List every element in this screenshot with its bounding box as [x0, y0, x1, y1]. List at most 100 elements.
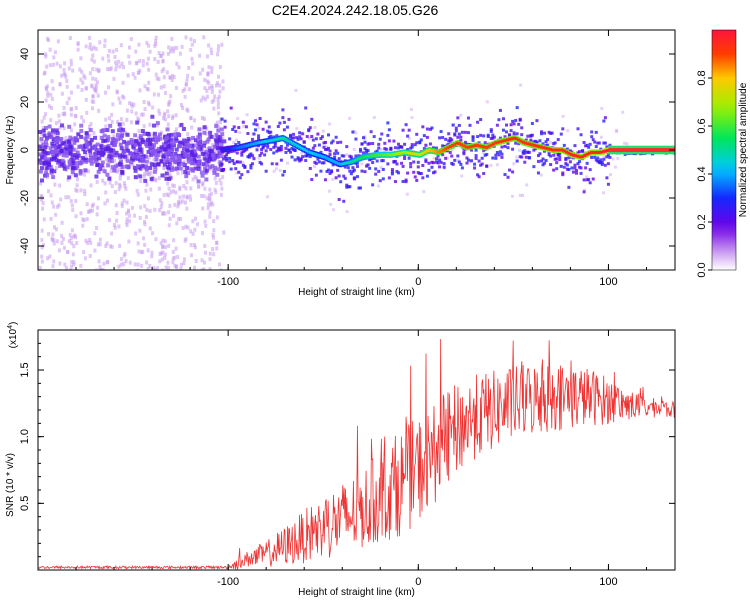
ridge-halo-cell [410, 143, 414, 147]
ridge-core-cell [437, 150, 441, 154]
noise-cell [88, 45, 92, 50]
noise-cell [215, 81, 219, 86]
noise-cell [174, 113, 178, 118]
noise-cell [140, 263, 144, 268]
ridge-halo-cell [491, 156, 495, 160]
ridge-halo-cell [298, 131, 302, 135]
noise-cell [70, 166, 75, 171]
noise-cell [70, 259, 74, 264]
ridge-halo-cell [223, 155, 227, 159]
ridge-halo-cell [549, 154, 553, 158]
ridge-halo-cell [355, 164, 359, 168]
ridge-halo-cell [578, 150, 582, 154]
noise-cell [172, 46, 176, 51]
noise-cell [138, 174, 143, 179]
ridge-core-cell [245, 144, 249, 148]
ridge-halo-cell [279, 144, 283, 148]
noise-cell [192, 148, 197, 153]
ridge-halo-cell [266, 143, 270, 147]
noise-cell [49, 216, 53, 221]
noise-cell [182, 138, 187, 143]
noise-cell [204, 223, 208, 228]
noise-cell [171, 260, 175, 265]
ridge-halo-cell [220, 162, 224, 166]
ridge-halo-cell [404, 180, 408, 184]
noise-cell [62, 126, 66, 131]
noise-cell [190, 56, 194, 61]
noise-cell [352, 147, 356, 151]
noise-cell [80, 155, 85, 160]
noise-cell [133, 262, 137, 267]
noise-cell [175, 131, 180, 136]
ridge-halo-cell [275, 162, 279, 166]
noise-cell [39, 181, 43, 186]
ridge-halo-cell [483, 153, 487, 157]
ridge-halo-cell [334, 176, 338, 180]
ridge-halo-cell [603, 116, 607, 120]
ridge-halo-cell [527, 156, 531, 160]
noise-cell [135, 268, 139, 270]
noise-cell [167, 186, 171, 191]
ridge-halo-cell [254, 128, 258, 132]
noise-cell [136, 192, 140, 197]
noise-cell [159, 159, 164, 164]
noise-cell [163, 173, 167, 178]
ridge-halo-cell [287, 148, 291, 152]
ridge-core-cell [382, 153, 386, 157]
noise-cell [166, 260, 170, 265]
ridge-halo-cell [322, 141, 326, 145]
ridge-core-cell [432, 149, 436, 153]
noise-cell [163, 255, 167, 260]
noise-cell [140, 138, 145, 143]
noise-cell [145, 40, 149, 45]
ridge-halo-cell [425, 174, 429, 178]
ridge-core-cell [389, 153, 393, 157]
ridge-halo-cell [279, 148, 283, 152]
noise-cell [172, 49, 176, 54]
noise-cell [212, 218, 216, 223]
ridge-halo-cell [346, 185, 350, 189]
ridge-halo-cell [539, 130, 543, 134]
noise-cell [168, 203, 172, 208]
ridge-core-cell [352, 159, 356, 163]
noise-cell [99, 163, 104, 168]
ridge-core-cell [574, 154, 578, 158]
x-tick-label: -100 [217, 576, 239, 588]
noise-cell [468, 160, 472, 164]
noise-cell [216, 97, 220, 102]
noise-cell [52, 169, 57, 174]
noise-cell [57, 113, 61, 118]
noise-cell [38, 129, 43, 134]
ridge-core-cell [405, 151, 409, 155]
ridge-halo-cell [298, 135, 302, 139]
ridge-halo-cell [424, 160, 428, 164]
noise-cell [123, 154, 128, 159]
ridge-halo-cell [500, 155, 504, 159]
noise-cell [68, 232, 72, 237]
noise-cell [218, 177, 222, 182]
ridge-core-cell [336, 162, 340, 166]
ridge-core-cell [542, 146, 546, 150]
noise-cell [118, 100, 122, 105]
noise-cell [135, 60, 139, 65]
noise-cell [43, 145, 48, 150]
noise-cell [194, 216, 198, 221]
noise-cell [135, 120, 140, 125]
ridge-core-cell [318, 154, 322, 158]
noise-cell [518, 148, 522, 152]
noise-cell [128, 45, 132, 50]
noise-cell [180, 102, 184, 107]
noise-cell [191, 160, 196, 165]
ridge-halo-cell [328, 171, 332, 175]
noise-cell [217, 44, 221, 49]
ridge-halo-cell [401, 179, 405, 183]
noise-cell [171, 74, 175, 79]
noise-cell [124, 146, 129, 151]
noise-cell [218, 120, 222, 125]
noise-cell [178, 51, 182, 56]
ridge-core-cell [302, 148, 306, 152]
noise-cell [372, 116, 376, 120]
ridge-halo-cell [357, 154, 361, 158]
noise-cell [195, 222, 199, 227]
ridge-halo-cell [597, 141, 601, 145]
